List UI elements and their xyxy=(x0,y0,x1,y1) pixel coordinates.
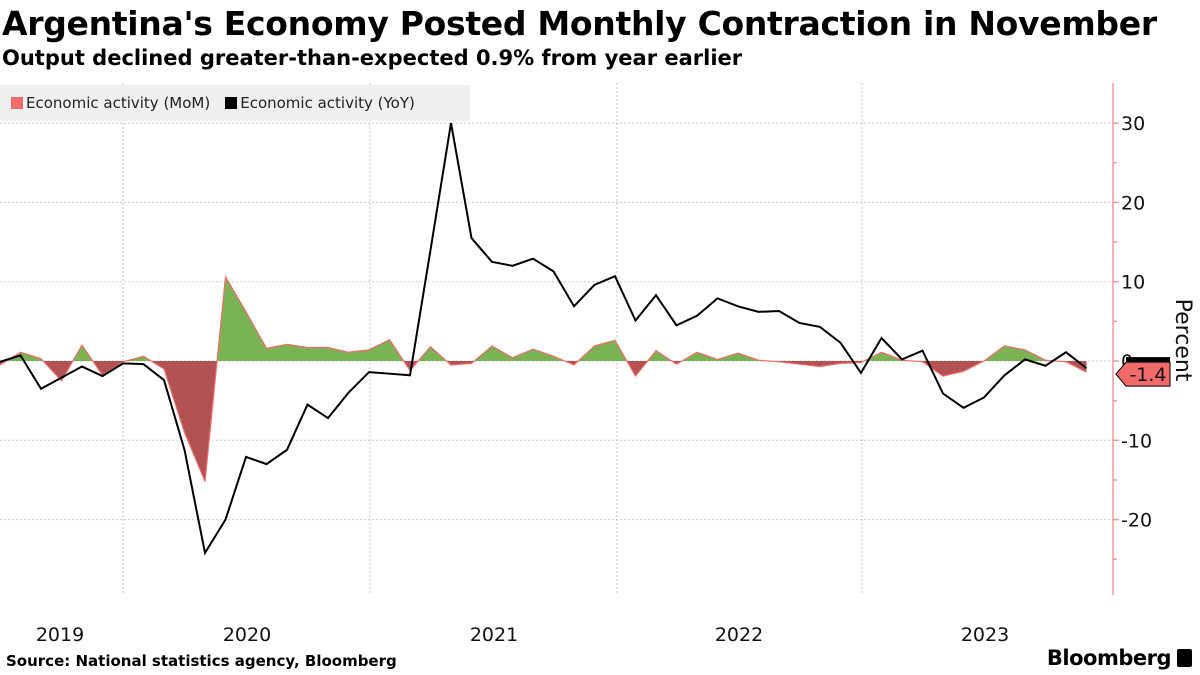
legend-label-yoy: Economic activity (YoY) xyxy=(240,94,415,112)
y-tick-label: 30 xyxy=(1121,113,1145,135)
x-tick-label: 2020 xyxy=(223,624,271,646)
x-tick-label: 2022 xyxy=(715,624,763,646)
y-tick-label: 10 xyxy=(1121,272,1145,294)
yoy-last-value-marker xyxy=(1126,357,1170,365)
legend-item-yoy: Economic activity (YoY) xyxy=(225,94,415,112)
logo-text: Bloomberg xyxy=(1046,646,1172,670)
chart-title: Argentina's Economy Posted Monthly Contr… xyxy=(2,4,1157,43)
mom-outline xyxy=(0,275,1087,482)
legend: Economic activity (MoM) Economic activit… xyxy=(0,85,470,121)
source-note: Source: National statistics agency, Bloo… xyxy=(6,652,397,670)
bloomberg-logo: Bloomberg xyxy=(1047,646,1192,670)
legend-swatch-yoy xyxy=(225,97,238,109)
y-axis-title: Percent xyxy=(1170,299,1195,382)
y-tick-label: -20 xyxy=(1121,510,1152,532)
y-tick-label: 20 xyxy=(1121,192,1145,214)
last-value-label: -1.4 xyxy=(1129,364,1166,386)
chart-subtitle: Output declined greater-than-expected 0.… xyxy=(2,46,743,70)
x-tick-label: 2019 xyxy=(36,624,84,646)
legend-item-mom: Economic activity (MoM) xyxy=(11,94,210,112)
yoy-line xyxy=(0,122,1088,556)
x-tick-label: 2021 xyxy=(470,624,518,646)
last-value-badge xyxy=(1115,361,1171,387)
logo-mark-icon xyxy=(1177,649,1192,667)
x-tick-label: 2023 xyxy=(961,624,1009,646)
y-tick-label: -10 xyxy=(1121,430,1152,452)
legend-swatch-mom xyxy=(11,97,23,109)
legend-label-mom: Economic activity (MoM) xyxy=(26,94,211,112)
